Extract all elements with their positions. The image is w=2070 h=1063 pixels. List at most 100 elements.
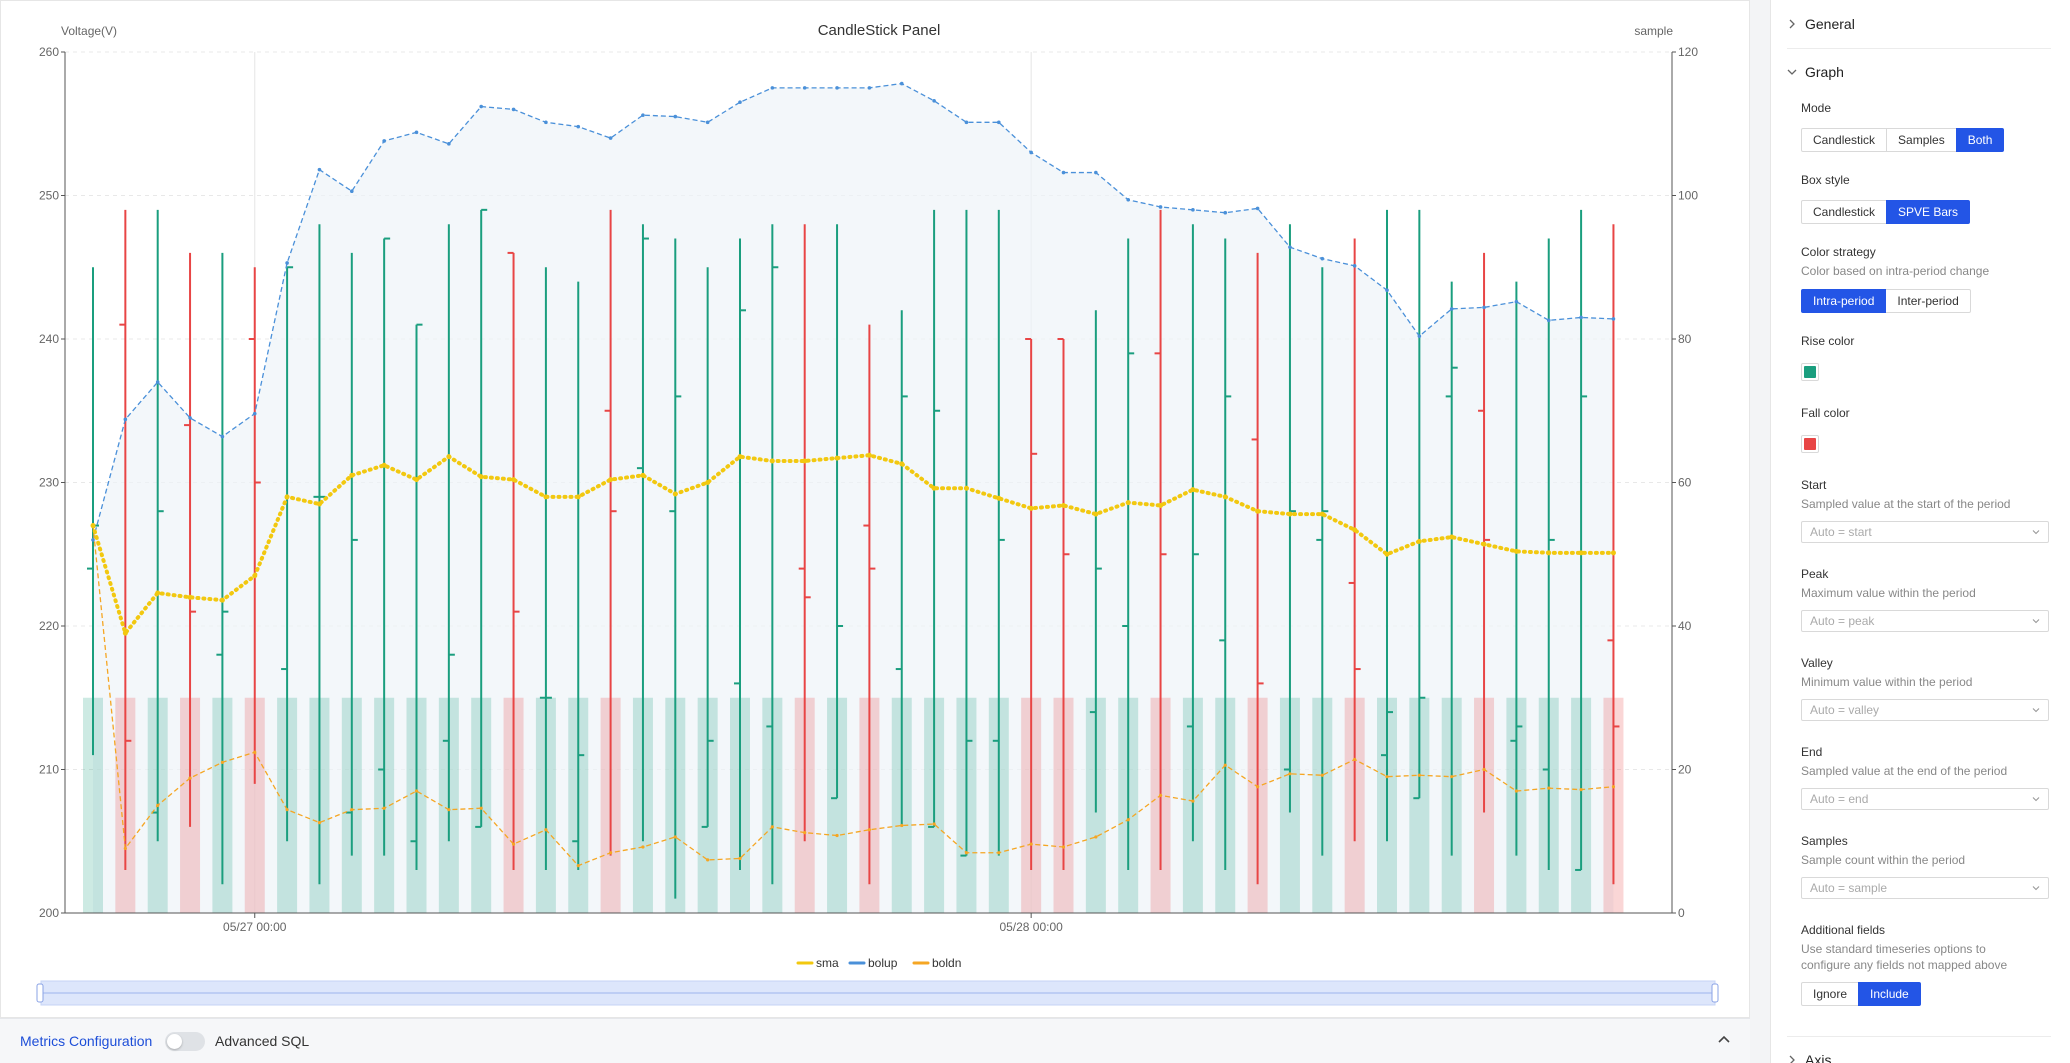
section-axis[interactable]: Axis <box>1787 1052 1831 1063</box>
sample-bar <box>83 697 103 913</box>
candle <box>895 310 908 827</box>
boldn-point <box>1256 785 1260 789</box>
color-strategy-radio-group: Intra-period Inter-period <box>1801 289 1971 313</box>
candle <box>701 267 714 828</box>
box-style-option-candlestick[interactable]: Candlestick <box>1801 200 1888 224</box>
start-field-select[interactable]: Auto = start <box>1801 521 2049 543</box>
sma-point <box>446 454 452 460</box>
advanced-sql-label: Advanced SQL <box>215 1033 310 1049</box>
boldn-point <box>188 776 192 780</box>
sma-point <box>1093 511 1099 517</box>
sma-point <box>1449 534 1455 540</box>
mode-radio-group: Candlestick Samples Both <box>1801 128 2005 152</box>
valley-description: Minimum value within the period <box>1801 675 1973 689</box>
boldn-point <box>350 808 354 812</box>
sample-bar <box>1409 697 1430 913</box>
box-style-radio-group: Candlestick SPVE Bars <box>1801 200 1971 224</box>
mode-option-candlestick[interactable]: Candlestick <box>1801 128 1888 152</box>
sma-point <box>543 494 549 500</box>
bolup-point <box>1449 307 1454 311</box>
bolup-point <box>350 189 354 193</box>
candle <box>1283 224 1296 813</box>
y-right-tick-label: 40 <box>1678 619 1692 633</box>
sma-point <box>1287 511 1293 517</box>
samples-field-select[interactable]: Auto = sample <box>1801 877 2049 899</box>
section-graph[interactable]: Graph <box>1787 64 1844 80</box>
sma-point <box>122 630 128 636</box>
boldn-point <box>156 803 160 807</box>
additional-fields-option-ignore[interactable]: Ignore <box>1801 982 1860 1006</box>
sma-point <box>1578 550 1584 556</box>
boldn-point <box>1320 773 1324 777</box>
boldn-point <box>1158 793 1163 797</box>
candle <box>184 252 197 827</box>
candle <box>604 209 617 856</box>
box-style-option-spve-bars[interactable]: SPVE Bars <box>1886 200 1971 224</box>
boldn-point <box>900 823 904 828</box>
candle <box>1186 224 1199 842</box>
peak-select-placeholder: Auto = peak <box>1810 614 1875 628</box>
bolup-point <box>1352 264 1357 268</box>
bolup-point <box>317 167 322 172</box>
boldn-point <box>447 808 451 812</box>
chevron-up-icon[interactable] <box>1716 1031 1732 1047</box>
peak-field-select[interactable]: Auto = peak <box>1801 610 2049 632</box>
chart-panel: 200 210 220 230 240 250 260 0 20 40 60 80 100 120 05/2… <box>0 0 1750 1018</box>
sma-point <box>672 491 678 497</box>
start-select-placeholder: Auto = start <box>1810 525 1872 539</box>
sma-point <box>478 474 484 480</box>
divider <box>1787 48 2051 49</box>
mode-option-both[interactable]: Both <box>1955 128 2005 152</box>
boldn-point <box>1450 775 1454 779</box>
mode-option-samples[interactable]: Samples <box>1886 128 1957 152</box>
sample-bar <box>827 697 848 913</box>
end-description: Sampled value at the end of the period <box>1801 764 2008 778</box>
advanced-sql-toggle[interactable] <box>165 1032 205 1051</box>
bolup-point <box>511 107 516 112</box>
boldn-point <box>738 856 742 861</box>
candle <box>475 208 488 828</box>
sma-point <box>1319 511 1325 517</box>
bolup-point <box>1061 170 1066 175</box>
samples-select-placeholder: Auto = sample <box>1810 881 1888 895</box>
metrics-configuration-link[interactable]: Metrics Configuration <box>20 1033 153 1049</box>
candlestick-chart: 200 210 220 230 240 250 260 0 20 40 60 80 100 120 05/2… <box>36 22 1719 1006</box>
sma-point <box>769 458 775 464</box>
y-right-tick-label: 0 <box>1678 906 1685 920</box>
candle <box>1381 209 1393 842</box>
bolup-point <box>1320 256 1325 261</box>
valley-field-select[interactable]: Auto = valley <box>1801 699 2049 721</box>
boldn-point <box>1611 785 1616 789</box>
sma-point <box>349 472 355 478</box>
fall-color-picker[interactable] <box>1801 435 1819 453</box>
color-strategy-option-inter[interactable]: Inter-period <box>1885 289 1971 313</box>
section-general[interactable]: General <box>1787 16 1855 32</box>
y-left-tick-label: 200 <box>39 906 59 920</box>
sma-point <box>511 477 517 483</box>
end-select-placeholder: Auto = end <box>1810 792 1869 806</box>
sma-point <box>1125 500 1131 506</box>
candle <box>1122 238 1135 870</box>
color-strategy-option-intra[interactable]: Intra-period <box>1801 289 1887 313</box>
y-right-tick-label: 80 <box>1678 332 1692 346</box>
additional-fields-option-include[interactable]: Include <box>1858 982 1921 1006</box>
query-bar: Metrics Configuration Advanced SQL <box>0 1018 1750 1063</box>
sma-point <box>1546 550 1552 556</box>
zoom-handle-right <box>1711 983 1719 1003</box>
candle <box>1251 252 1264 885</box>
samples-description: Sample count within the period <box>1801 853 1966 867</box>
peak-description: Maximum value within the period <box>1801 586 1976 600</box>
end-field-select[interactable]: Auto = end <box>1801 788 2049 810</box>
rise-color-picker[interactable] <box>1801 363 1819 381</box>
bolup-point <box>770 86 775 90</box>
candle <box>1089 310 1102 813</box>
boldn-point <box>867 828 872 832</box>
zoom-handle-left <box>36 983 44 1003</box>
chevron-down-icon <box>2032 530 2040 535</box>
candle <box>1025 338 1038 870</box>
boldn-point <box>511 842 516 846</box>
sma-point <box>963 485 969 491</box>
candle <box>1057 338 1070 870</box>
end-label: End <box>1801 745 1823 759</box>
candle <box>410 323 423 870</box>
